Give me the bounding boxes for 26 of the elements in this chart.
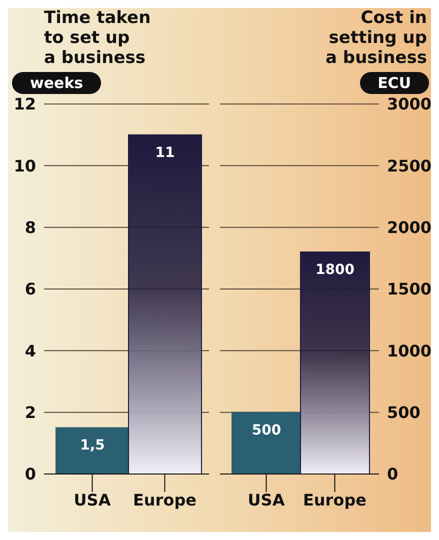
y-tick-label: 0 [387,464,398,484]
x-tick-label: USA [74,490,112,510]
chart-title: Cost in setting up a business [324,8,428,70]
y-tick-label: 4 [24,341,36,360]
data-label: 1,5 [80,438,105,454]
y-tick-label: 2500 [387,156,432,176]
x-tick-label: Europe [132,490,197,510]
data-label: 500 [252,422,282,438]
y-tick-label: 10 [14,156,36,176]
y-tick-label: 1000 [387,341,432,360]
y-tick-label: 8 [24,218,36,238]
data-label: 1800 [316,262,355,278]
y-axis-title: weeks [12,72,102,94]
data-label: 11 [155,144,175,161]
y-tick-label: 2000 [387,218,432,238]
y-tick-label: 500 [387,403,420,422]
y-axis-title: ECU [360,72,429,94]
x-tick-label: Europe [302,490,367,510]
y-tick-label: 1500 [387,280,432,299]
y-tick-label: 0 [24,464,36,484]
x-tick-label: USA [248,490,286,510]
chart-title: Time taken to set up a business [43,8,152,70]
y-tick-label: 6 [24,280,36,299]
y-tick-label: 12 [14,94,36,114]
y-tick-label: 2 [24,403,36,422]
y-tick-label: 3000 [387,94,432,114]
